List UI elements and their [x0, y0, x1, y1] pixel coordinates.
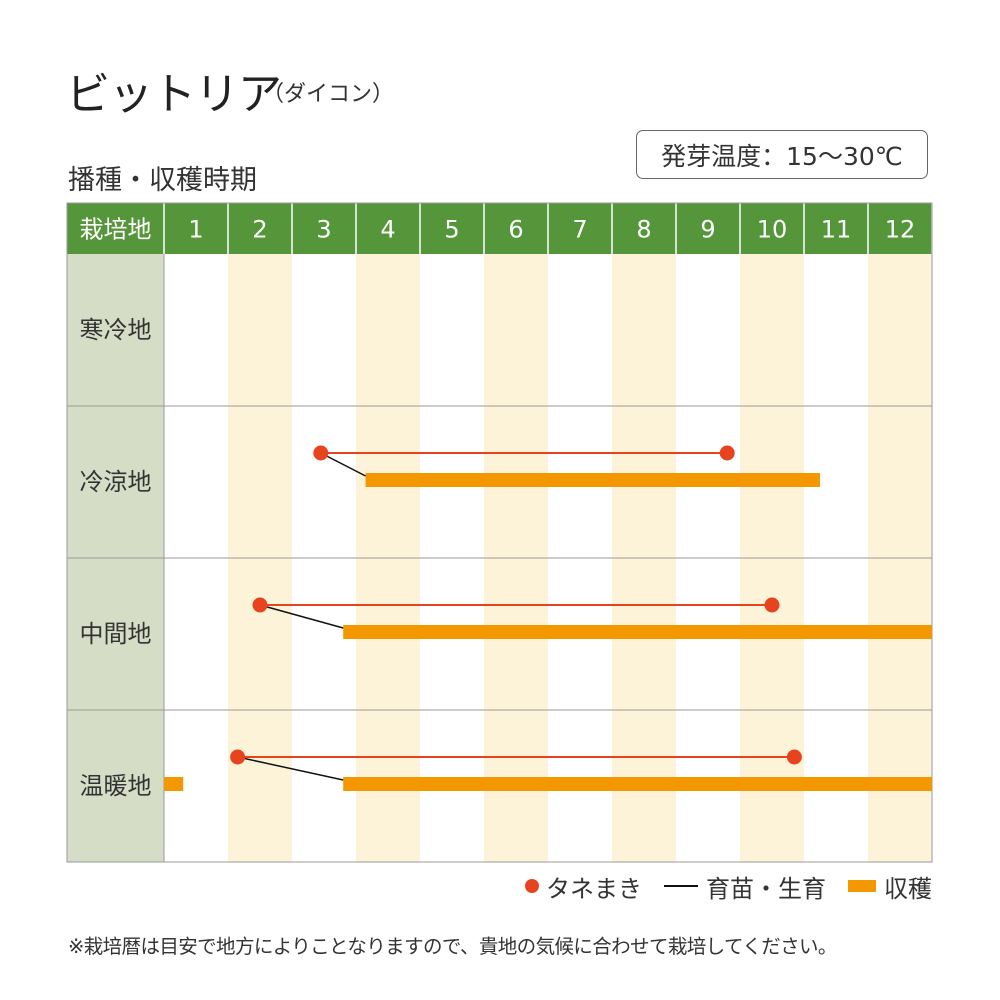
header-row-background	[67, 203, 932, 254]
legend-item-sowing: タネまき	[525, 869, 642, 904]
nursery-line-icon	[664, 885, 698, 887]
region-label-3: 中間地	[80, 620, 152, 648]
month-label-4: 4	[380, 216, 395, 244]
sowing-start-point-3	[252, 597, 268, 613]
harvest-bar-4-2	[343, 777, 932, 791]
month-label-8: 8	[636, 216, 651, 244]
month-label-11: 11	[821, 216, 852, 244]
harvest-bar-3-1	[343, 625, 932, 639]
legend-item-nursery: 育苗・生育	[664, 869, 826, 904]
legend-harvest-label: 収穫	[884, 874, 932, 903]
legend-nursery-label: 育苗・生育	[706, 874, 826, 903]
header-region-label: 栽培地	[80, 216, 152, 244]
page-title: ビットリア	[66, 69, 282, 120]
month-label-10: 10	[757, 216, 788, 244]
region-label-1: 寒冷地	[80, 316, 152, 344]
sowing-end-point-3	[764, 597, 780, 613]
month-label-1: 1	[188, 216, 203, 244]
month-label-6: 6	[508, 216, 523, 244]
nursery-connector-4	[237, 756, 344, 781]
sowing-end-point-2	[719, 445, 735, 461]
footnote: ※栽培暦は目安で地方によりことなりますので、貴地の気候に合わせて栽培してください…	[68, 935, 837, 958]
nursery-connector-3	[259, 604, 344, 629]
page-subtitle: （ダイコン）	[262, 82, 395, 107]
chart-legend: タネまき 育苗・生育 収穫	[525, 869, 932, 904]
germination-temperature-text: 発芽温度：15～30℃	[661, 141, 903, 171]
month-label-3: 3	[316, 216, 331, 244]
sowing-start-point-4	[230, 749, 246, 765]
month-label-9: 9	[700, 216, 715, 244]
harvest-bar-2-1	[365, 473, 820, 487]
legend-item-harvest: 収穫	[848, 869, 932, 904]
region-label-4: 温暖地	[80, 772, 152, 800]
harvest-bar-4-1	[164, 777, 184, 791]
legend-sowing-label: タネまき	[546, 874, 642, 903]
section-heading: 播種・収穫時期	[68, 165, 257, 196]
germination-temperature-badge: 発芽温度：15～30℃	[636, 130, 928, 179]
month-label-12: 12	[885, 216, 916, 244]
chart-border	[66, 202, 933, 863]
sowing-dot-icon	[525, 879, 539, 893]
harvest-bar-icon	[848, 880, 876, 892]
sowing-start-point-2	[313, 445, 329, 461]
month-label-5: 5	[444, 216, 459, 244]
month-label-2: 2	[252, 216, 267, 244]
month-label-7: 7	[572, 216, 587, 244]
region-label-2: 冷涼地	[80, 468, 152, 496]
nursery-connector-2	[320, 452, 366, 477]
sowing-end-point-4	[786, 749, 802, 765]
